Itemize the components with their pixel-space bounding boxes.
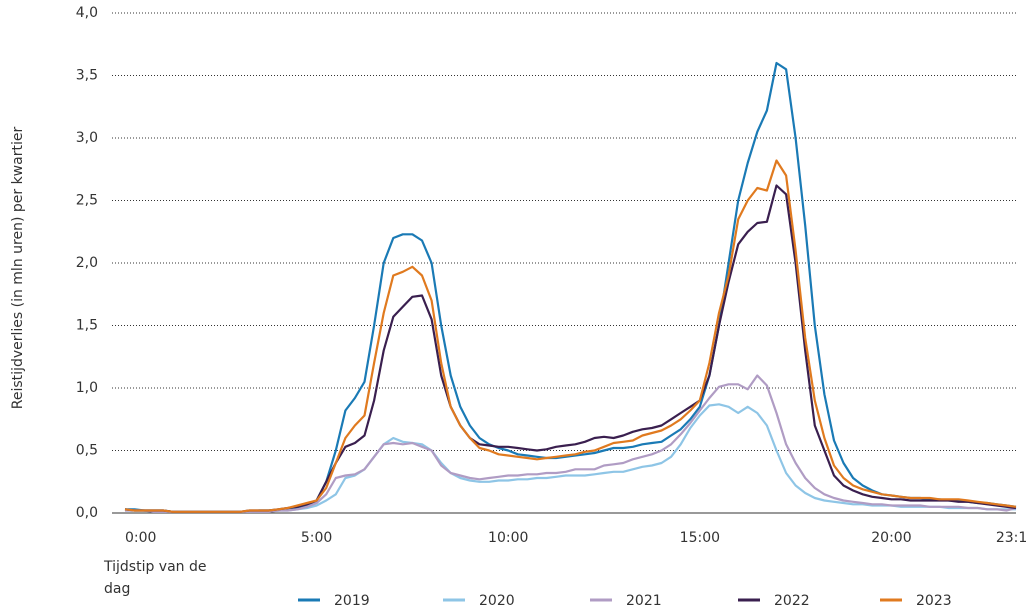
series-line <box>124 159 1017 513</box>
x-axis-label: Tijdstip van de dag <box>104 559 207 597</box>
x-tick-label: 0:00 <box>125 530 156 546</box>
legend-label: 2021 <box>626 593 662 609</box>
x-tick-label: 23:15 <box>996 530 1026 546</box>
x-tick-label: 20:00 <box>871 530 911 546</box>
y-tick-label: 3,5 <box>76 68 98 84</box>
x-tick-label: 10:00 <box>488 530 528 546</box>
legend-label: 2023 <box>916 593 952 609</box>
series-line <box>124 184 1017 513</box>
x-tick-label: 15:00 <box>680 530 720 546</box>
legend-label: 2022 <box>774 593 810 609</box>
series-line <box>125 374 1017 513</box>
y-tick-label: 2,0 <box>76 255 98 271</box>
y-axis-label: Reistijdverlies (in mln uren) per kwarti… <box>10 127 26 410</box>
legend-label: 2020 <box>479 593 515 609</box>
series-line <box>125 403 1016 513</box>
y-tick-label: 0,5 <box>76 443 98 459</box>
y-tick-label: 3,0 <box>76 130 98 146</box>
y-tick-label: 2,5 <box>76 193 98 209</box>
legend-label: 2019 <box>334 593 370 609</box>
y-tick-label: 1,0 <box>76 380 98 396</box>
y-tick-label: 4,0 <box>76 5 98 21</box>
x-tick-label: 5:00 <box>301 530 332 546</box>
y-tick-label: 1,5 <box>76 318 98 334</box>
y-tick-label: 0,0 <box>76 505 98 521</box>
